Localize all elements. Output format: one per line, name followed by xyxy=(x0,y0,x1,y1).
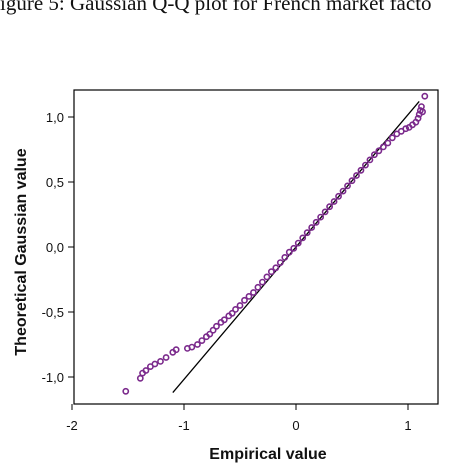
data-point xyxy=(122,387,130,395)
data-point xyxy=(206,330,214,338)
x-tick-label: 1 xyxy=(404,418,411,433)
data-point xyxy=(209,326,217,334)
data-point xyxy=(157,357,164,365)
data-point xyxy=(290,244,298,252)
data-point xyxy=(162,354,170,361)
figure-caption: igure 5: Gaussian Q-Q plot for French ma… xyxy=(0,0,432,15)
y-tick-label: -0,5 xyxy=(42,305,64,320)
data-point xyxy=(220,316,228,324)
data-point xyxy=(285,248,293,256)
data-point xyxy=(321,208,329,216)
data-point xyxy=(267,268,275,276)
data-point xyxy=(379,143,387,151)
data-point xyxy=(388,134,396,142)
data-point xyxy=(294,239,302,247)
data-point xyxy=(245,292,253,300)
data-point xyxy=(232,305,239,313)
x-tick-label: 0 xyxy=(292,418,299,433)
y-tick-label: 1,0 xyxy=(46,110,64,125)
data-point xyxy=(418,103,425,110)
data-point xyxy=(299,234,307,242)
data-point xyxy=(312,218,320,226)
data-point xyxy=(172,346,180,354)
data-point xyxy=(357,166,365,174)
data-point xyxy=(151,360,159,368)
data-point xyxy=(330,198,338,205)
y-tick-label: 0,0 xyxy=(46,240,64,255)
data-points xyxy=(122,92,429,395)
data-point xyxy=(375,147,383,155)
data-point xyxy=(366,156,374,164)
data-point xyxy=(198,337,206,344)
data-point xyxy=(250,289,257,296)
data-point xyxy=(136,374,144,382)
data-point xyxy=(414,114,422,122)
data-point xyxy=(308,224,316,231)
x-axis-label: Empirical value xyxy=(209,446,326,463)
data-point xyxy=(142,367,150,374)
data-point xyxy=(370,151,378,159)
data-point xyxy=(419,108,426,116)
data-point xyxy=(353,172,360,179)
y-tick-label: 0,5 xyxy=(46,175,64,190)
data-point xyxy=(272,264,280,272)
data-point xyxy=(276,259,284,266)
data-point xyxy=(263,273,271,281)
data-point xyxy=(362,161,369,169)
data-point xyxy=(317,213,325,221)
data-point xyxy=(228,309,236,317)
data-point xyxy=(421,92,429,100)
x-tick-label: -1 xyxy=(178,418,190,433)
data-point xyxy=(335,192,342,200)
x-axis: -2 -1 0 1 xyxy=(66,404,412,433)
data-point xyxy=(348,177,356,185)
data-point xyxy=(303,229,311,237)
data-point xyxy=(326,203,333,211)
y-axis-label: Theoretical Gaussian value xyxy=(13,148,30,355)
y-tick-label: -1,0 xyxy=(42,370,64,385)
data-point xyxy=(384,139,392,147)
data-point xyxy=(402,125,410,133)
y-axis: -1,0 -0,5 0,0 0,5 1,0 xyxy=(42,110,74,385)
data-point xyxy=(188,343,196,351)
data-point xyxy=(344,182,351,190)
data-point xyxy=(213,322,220,330)
data-point xyxy=(241,296,248,304)
data-point xyxy=(194,341,201,348)
data-point xyxy=(258,278,266,286)
data-point xyxy=(339,187,347,195)
plot-frame xyxy=(73,89,439,405)
data-point xyxy=(254,283,262,291)
data-point xyxy=(281,253,289,261)
data-point xyxy=(236,302,244,309)
x-tick-label: -2 xyxy=(66,418,78,433)
